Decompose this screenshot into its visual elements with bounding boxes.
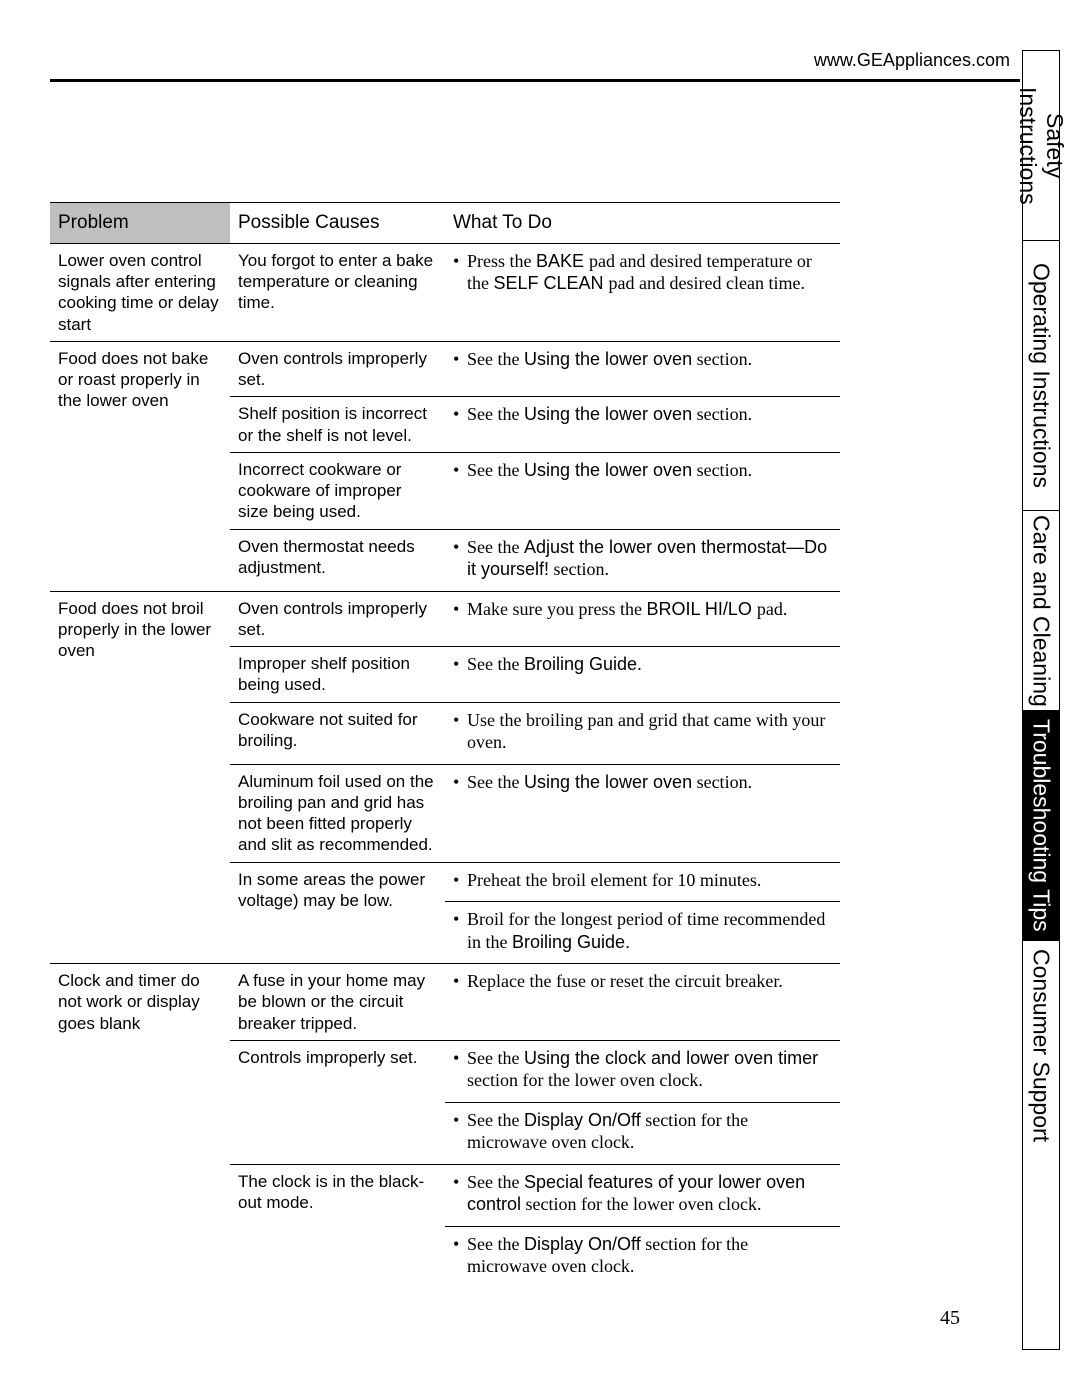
cell-problem: Lower oven control signals after enterin… xyxy=(50,243,230,341)
table-header-row: Problem Possible Causes What To Do xyxy=(50,203,840,244)
cell-what: Make sure you press the BROIL HI/LO pad. xyxy=(445,591,840,647)
what-item: See the Broiling Guide. xyxy=(453,653,830,676)
cell-problem: Food does not broil properly in the lowe… xyxy=(50,591,230,964)
cell-cause: Oven controls improperly set. xyxy=(230,341,445,397)
what-item: Preheat the broil element for 10 minutes… xyxy=(453,869,830,892)
cell-what: See the Using the lower oven section. xyxy=(445,397,840,453)
col-header-what: What To Do xyxy=(445,203,840,244)
what-item: See the Display On/Off section for the m… xyxy=(453,1233,830,1278)
cell-cause: Controls improperly set. xyxy=(230,1040,445,1164)
cell-problem: Food does not bake or roast properly in … xyxy=(50,341,230,591)
side-tab[interactable]: Care and Cleaning xyxy=(1023,511,1059,711)
cell-what: See the Display On/Off section for the m… xyxy=(445,1102,840,1164)
table-row: Clock and timer do not work or display g… xyxy=(50,964,840,1041)
what-item: See the Using the lower oven section. xyxy=(453,348,830,371)
what-item: Make sure you press the BROIL HI/LO pad. xyxy=(453,598,830,621)
cell-cause: Incorrect cookware or cookware of improp… xyxy=(230,452,445,529)
what-item: Use the broiling pan and grid that came … xyxy=(453,709,830,754)
what-item: See the Using the lower oven section. xyxy=(453,771,830,794)
what-item: See the Using the lower oven section. xyxy=(453,459,830,482)
cell-cause: Improper shelf position being used. xyxy=(230,647,445,703)
cell-what: Press the BAKE pad and desired temperatu… xyxy=(445,243,840,341)
cell-cause: Oven thermostat needs adjustment. xyxy=(230,529,445,591)
what-item: See the Using the lower oven section. xyxy=(453,403,830,426)
table-row: Food does not broil properly in the lowe… xyxy=(50,591,840,647)
troubleshooting-table: Problem Possible Causes What To Do Lower… xyxy=(50,202,840,1288)
cell-cause: Oven controls improperly set. xyxy=(230,591,445,647)
side-tab[interactable]: Consumer Support xyxy=(1023,941,1059,1151)
cell-what: See the Using the clock and lower oven t… xyxy=(445,1040,840,1102)
side-tabs: Safety InstructionsOperating Instruction… xyxy=(1022,50,1060,1350)
what-item: See the Special features of your lower o… xyxy=(453,1171,830,1216)
what-item: See the Adjust the lower oven thermostat… xyxy=(453,536,830,581)
cell-cause: You forgot to enter a bake temperature o… xyxy=(230,243,445,341)
cell-cause: A fuse in your home may be blown or the … xyxy=(230,964,445,1041)
page-content: www.GEAppliances.com Problem Possible Ca… xyxy=(50,50,1020,1350)
cell-what: See the Broiling Guide. xyxy=(445,647,840,703)
side-tab[interactable]: Troubleshooting Tips xyxy=(1023,711,1059,941)
top-rule xyxy=(50,79,1020,82)
cell-what: See the Adjust the lower oven thermostat… xyxy=(445,529,840,591)
cell-cause: Cookware not suited for broiling. xyxy=(230,702,445,764)
col-header-problem: Problem xyxy=(50,203,230,244)
cell-what: See the Using the lower oven section. xyxy=(445,764,840,862)
cell-what: Use the broiling pan and grid that came … xyxy=(445,702,840,764)
cell-cause: Shelf position is incorrect or the shelf… xyxy=(230,397,445,453)
what-item: See the Using the clock and lower oven t… xyxy=(453,1047,830,1092)
cell-problem: Clock and timer do not work or display g… xyxy=(50,964,230,1288)
cell-what: Broil for the longest period of time rec… xyxy=(445,902,840,964)
what-item: Broil for the longest period of time rec… xyxy=(453,908,830,953)
cell-cause: The clock is in the black-out mode. xyxy=(230,1164,445,1288)
page-number: 45 xyxy=(940,1307,960,1330)
what-item: Press the BAKE pad and desired temperatu… xyxy=(453,250,830,295)
col-header-cause: Possible Causes xyxy=(230,203,445,244)
side-tab[interactable]: Safety Instructions xyxy=(1023,51,1059,241)
header-url: www.GEAppliances.com xyxy=(50,50,1020,79)
cell-what: Replace the fuse or reset the circuit br… xyxy=(445,964,840,1041)
cell-what: Preheat the broil element for 10 minutes… xyxy=(445,862,840,902)
side-tab[interactable]: Operating Instructions xyxy=(1023,241,1059,511)
cell-cause: In some areas the power voltage) may be … xyxy=(230,862,445,964)
table-row: Food does not bake or roast properly in … xyxy=(50,341,840,397)
cell-what: See the Using the lower oven section. xyxy=(445,341,840,397)
what-item: See the Display On/Off section for the m… xyxy=(453,1109,830,1154)
cell-what: See the Special features of your lower o… xyxy=(445,1164,840,1226)
table-row: Lower oven control signals after enterin… xyxy=(50,243,840,341)
cell-what: See the Display On/Off section for the m… xyxy=(445,1226,840,1288)
cell-what: See the Using the lower oven section. xyxy=(445,452,840,529)
cell-cause: Aluminum foil used on the broiling pan a… xyxy=(230,764,445,862)
what-item: Replace the fuse or reset the circuit br… xyxy=(453,970,830,993)
